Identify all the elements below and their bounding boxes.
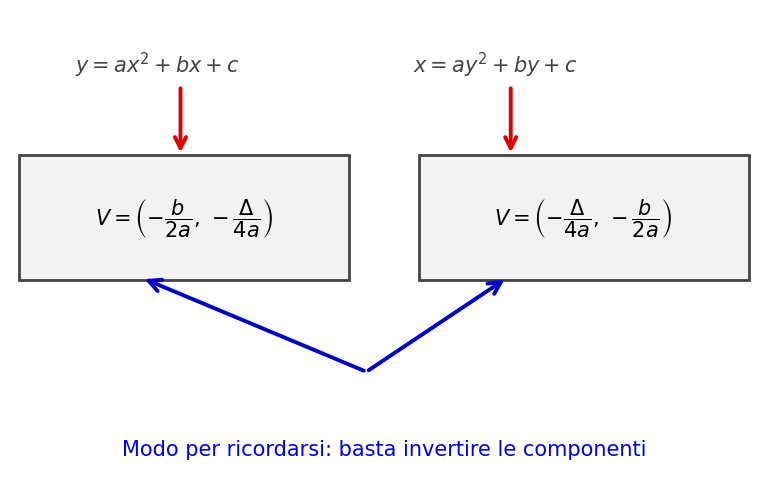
Text: $x = ay^2 + by + c$: $x = ay^2 + by + c$: [413, 50, 578, 79]
FancyBboxPatch shape: [419, 156, 749, 281]
Text: $V = \left(-\dfrac{\Delta}{4a},\,-\dfrac{b}{2a}\right)$: $V = \left(-\dfrac{\Delta}{4a},\,-\dfrac…: [495, 197, 673, 240]
FancyBboxPatch shape: [19, 156, 349, 281]
Text: $V = \left(-\dfrac{b}{2a},\,-\dfrac{\Delta}{4a}\right)$: $V = \left(-\dfrac{b}{2a},\,-\dfrac{\Del…: [95, 197, 273, 240]
Text: $y = ax^2 + bx + c$: $y = ax^2 + bx + c$: [75, 50, 240, 79]
Text: Modo per ricordarsi: basta invertire le componenti: Modo per ricordarsi: basta invertire le …: [122, 439, 646, 459]
